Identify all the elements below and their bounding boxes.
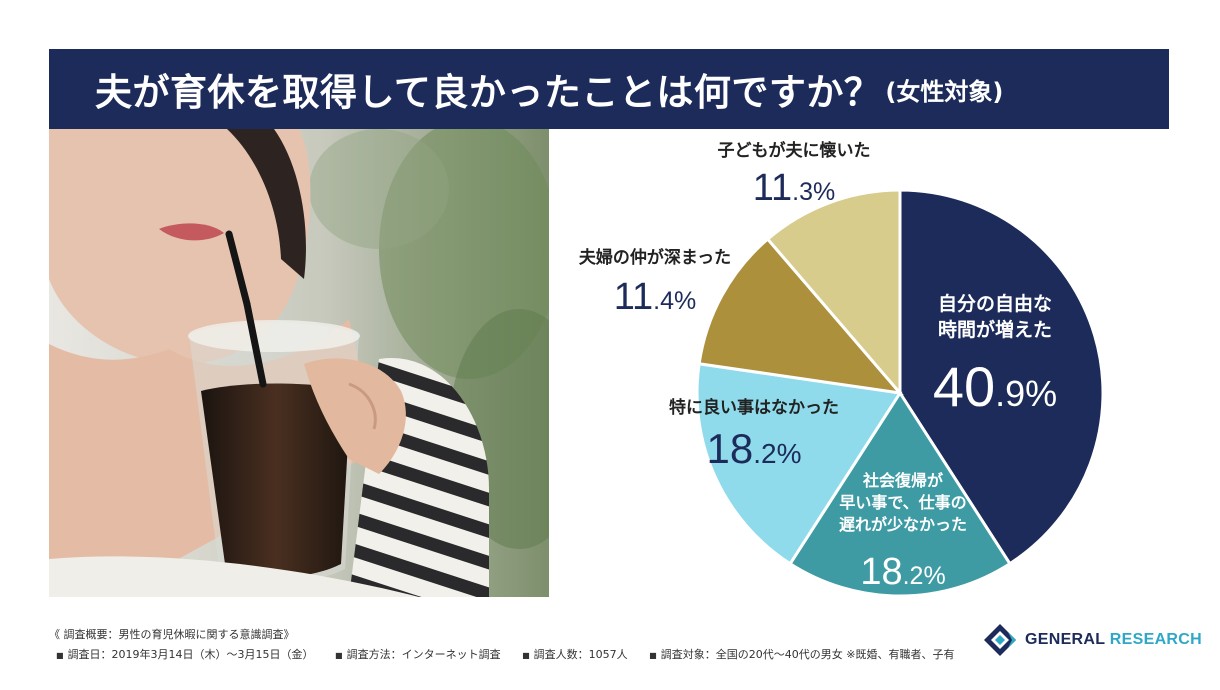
slice-label: 社会復帰が — [862, 471, 943, 490]
slice-label: 特に良い事はなかった — [669, 397, 839, 418]
brand-name: GENERAL RESEARCH — [1025, 631, 1202, 648]
survey-date: 調査日：2019年3月14日（木）〜3月15日（金） — [67, 648, 314, 661]
pie-slice — [765, 188, 902, 398]
slice-label: 自分の自由な — [938, 292, 1052, 315]
slice-label: 夫婦の仲が深まった — [579, 247, 731, 268]
slice-value-label: 40.9% — [933, 355, 1057, 418]
bullet-icon: ■ — [522, 651, 530, 660]
pie-slice — [697, 236, 904, 396]
bullet-icon: ■ — [335, 651, 343, 660]
general-research-logo-icon — [984, 624, 1016, 656]
slice-value-label: 18.2% — [707, 425, 802, 472]
slice-value-label: 18.2% — [860, 551, 945, 593]
slice-label: 遅れが少なかった — [839, 515, 967, 534]
slice-value-label: 11.4% — [614, 276, 697, 318]
survey-target: 調査対象：全国の20代〜40代の男女 ※既婚、有職者、子有 — [660, 648, 955, 661]
title-bar: 夫が育休を取得して良かったことは何ですか？ (女性対象) — [49, 49, 1169, 129]
bullet-icon: ■ — [56, 651, 64, 660]
bullet-icon: ■ — [649, 651, 657, 660]
slice-label: 時間が増えた — [938, 318, 1052, 341]
survey-note: 《 調査概要：男性の育児休暇に関する意識調査》 — [49, 628, 295, 641]
page-title: 夫が育休を取得して良かったことは何ですか？ — [95, 71, 882, 114]
brand: GENERAL RESEARCH — [983, 620, 1202, 660]
survey-details: ■ 調査日：2019年3月14日（木）〜3月15日（金） ■ 調査方法：インターネッ… — [56, 646, 972, 662]
survey-method: 調査方法：インターネット調査 — [346, 648, 501, 661]
woman-drinking-iced-coffee-image — [49, 129, 549, 597]
slice-value-label: 11.3% — [753, 167, 836, 209]
pie-slice — [695, 362, 903, 566]
survey-count: 調査人数：1057人 — [533, 648, 628, 661]
pie-slice — [788, 390, 1012, 598]
slice-label: 早い事で、仕事の — [839, 493, 966, 512]
hero-photo — [49, 129, 549, 597]
slice-label: 子どもが夫に懐いた — [718, 140, 871, 161]
page-subtitle: (女性対象) — [885, 77, 1004, 106]
